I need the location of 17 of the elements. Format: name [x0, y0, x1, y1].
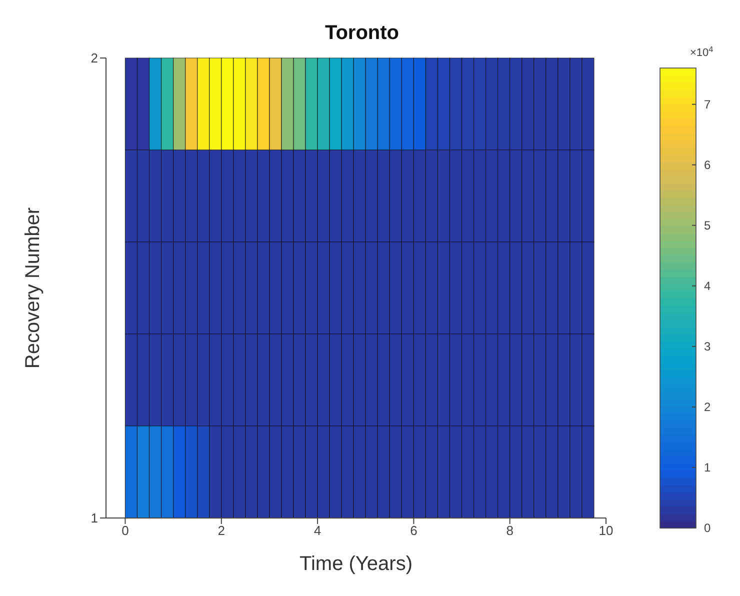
x-tick-label: 0	[122, 523, 129, 538]
text: ×10$^{4}$	[690, 44, 714, 59]
color-bar-label: 5	[704, 218, 711, 232]
x-tick-label: 6	[410, 523, 418, 538]
color-bar-label: 6	[704, 158, 711, 172]
y-axis-title: Recovery Number	[22, 207, 44, 369]
x-tick-label: 10	[598, 523, 614, 538]
x-tick-label: 4	[314, 523, 322, 538]
color-bar-label: 1	[704, 460, 711, 474]
color-bar-label: 4	[704, 278, 711, 293]
color-bar-label: 7	[704, 97, 711, 112]
x-tick-label: 8	[506, 523, 514, 538]
color-bar-label: 2	[704, 400, 711, 414]
chart-title: Toronto	[324, 22, 400, 45]
x-tick-label: 2	[218, 523, 225, 538]
x-axis-title: Time (Years)	[300, 553, 412, 575]
color-bar-label: 3	[704, 339, 711, 354]
